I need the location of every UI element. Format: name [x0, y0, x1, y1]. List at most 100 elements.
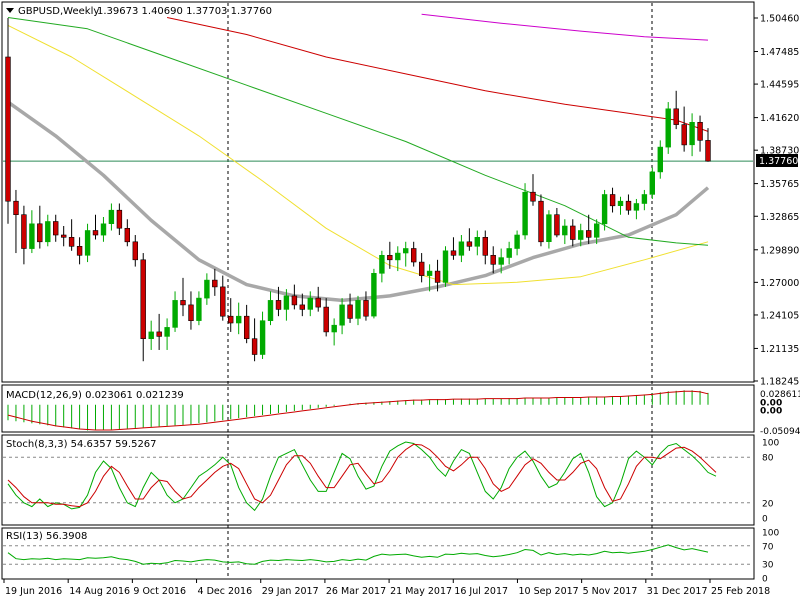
candle [379, 250, 385, 283]
candle [291, 284, 298, 310]
main-price-panel[interactable] [1, 1, 755, 383]
bear-candle-body [116, 209, 123, 229]
bear-candle-body [124, 228, 131, 243]
bear-candle-body [92, 230, 99, 236]
candle [228, 298, 234, 332]
price-axis-label: 1.27000 [760, 278, 799, 289]
candle [180, 277, 186, 317]
bear-candle-body [299, 304, 305, 310]
bear-candle-body [609, 194, 616, 207]
time-axis-label: 19 Jun 2016 [5, 586, 62, 597]
bear-candle-body [228, 315, 234, 324]
bull-candle-body [236, 315, 242, 324]
candle [514, 230, 520, 256]
candle [705, 128, 711, 162]
bull-candle-body [426, 270, 433, 276]
candle [108, 203, 115, 231]
bull-candle-body [402, 248, 409, 254]
dropdown-arrow-icon[interactable] [6, 8, 14, 13]
bear-candle-body [434, 270, 441, 283]
time-axis-label: 26 Mar 2017 [326, 586, 386, 597]
bear-candle-body [387, 255, 393, 261]
price-axis-label: 1.35765 [760, 179, 799, 190]
moving-average-magenta [421, 13, 709, 41]
price-axis-label: 1.38730 [760, 146, 799, 157]
price-axis-label: 1.41620 [760, 113, 799, 124]
rsi-label: RSI(13) 56.3908 [6, 531, 87, 542]
bear-candle-body [570, 225, 576, 240]
candle [259, 311, 266, 359]
stoch-panel[interactable] [1, 434, 755, 526]
candle [140, 253, 146, 362]
price-axis-label: 1.21135 [760, 344, 799, 355]
bull-candle-body [283, 295, 290, 310]
bull-candle-body [633, 203, 640, 211]
bull-candle-body [657, 146, 664, 173]
bear-candle-body [705, 140, 711, 162]
bull-candle-body [307, 297, 313, 310]
candle [410, 241, 417, 267]
candle [132, 235, 138, 267]
bear-candle-body [180, 300, 186, 306]
candle [188, 291, 194, 330]
candle [355, 295, 361, 326]
moving-average-green [7, 17, 709, 246]
bear-candle-body [538, 200, 544, 243]
price-axis-label: 1.44595 [760, 80, 799, 91]
candle [577, 223, 584, 247]
macd-signal-line [7, 390, 709, 431]
stoch-plot [3, 441, 753, 512]
stoch-axis-label: 80 [762, 454, 774, 464]
candle [633, 198, 640, 220]
candle [689, 113, 695, 157]
bear-candle-body [347, 304, 353, 319]
bull-candle-body [562, 225, 568, 236]
candle [665, 102, 671, 154]
candle [283, 289, 290, 321]
candle [204, 273, 210, 305]
candle [164, 318, 170, 350]
candle [267, 291, 274, 326]
macd-plot [7, 390, 709, 431]
price-axis-label: 1.47485 [760, 47, 799, 58]
candle [673, 90, 679, 130]
time-axis-label: 29 Jan 2017 [262, 586, 319, 597]
candle [538, 194, 544, 247]
candle [29, 210, 35, 254]
candle [601, 189, 608, 231]
bear-candle-body [410, 248, 417, 263]
bear-candle-body [482, 237, 488, 256]
candle [37, 205, 43, 249]
bear-candle-body [244, 315, 250, 340]
macd-axis-label: -0.050947 [760, 427, 800, 437]
stoch-label: Stoch(8,3,3) 54.6357 59.5267 [6, 439, 157, 450]
bear-candle-body [76, 246, 83, 256]
moving-average-yellow [7, 24, 709, 286]
candle [458, 235, 465, 263]
candle [84, 223, 91, 263]
bear-candle-body [140, 259, 146, 339]
bull-candle-body [665, 108, 671, 148]
candle [76, 237, 83, 265]
bull-candle-body [108, 209, 115, 224]
price-axis-label: 1.24105 [760, 310, 799, 321]
candle [474, 230, 480, 256]
candle [100, 216, 107, 242]
candle [387, 241, 393, 269]
rsi-panel[interactable] [1, 527, 755, 580]
rsi-plot [3, 544, 753, 565]
time-axis-label: 25 Feb 2018 [711, 586, 770, 597]
candle [339, 298, 345, 335]
bear-candle-body [5, 56, 11, 202]
price-axis-label: 1.32865 [760, 212, 799, 223]
bull-candle-body [506, 248, 512, 258]
candle [323, 298, 329, 337]
bear-candle-body [212, 279, 218, 288]
moving-average-red [166, 17, 709, 132]
bear-candle-body [220, 286, 226, 317]
candle [244, 304, 250, 344]
bear-candle-body [251, 338, 258, 355]
bear-candle-body [156, 331, 162, 337]
